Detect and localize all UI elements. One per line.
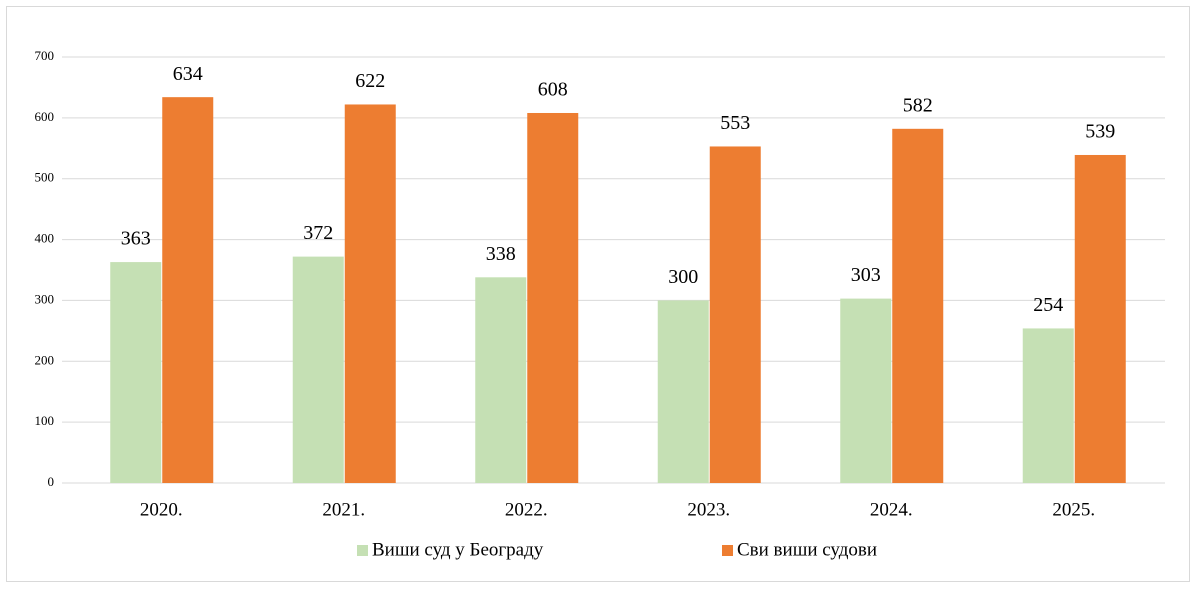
bar xyxy=(162,97,214,483)
y-tick-label: 300 xyxy=(35,291,55,306)
data-label: 372 xyxy=(303,222,333,244)
x-tick-label: 2022. xyxy=(505,499,548,520)
x-tick-label: 2024. xyxy=(870,499,913,520)
bar xyxy=(892,128,944,483)
bar xyxy=(292,256,344,483)
y-tick-label: 200 xyxy=(35,352,55,367)
y-tick-label: 100 xyxy=(35,413,55,428)
legend-swatch xyxy=(357,545,368,556)
bar xyxy=(1022,328,1074,483)
y-tick-label: 600 xyxy=(35,109,55,124)
legend-label: Виши суд у Београду xyxy=(372,539,544,560)
x-tick-label: 2025. xyxy=(1052,499,1095,520)
data-label: 300 xyxy=(668,266,698,288)
bar xyxy=(527,112,579,483)
x-tick-label: 2020. xyxy=(140,499,183,520)
bar xyxy=(475,277,527,483)
bar xyxy=(344,104,396,484)
bar xyxy=(1074,154,1126,484)
x-tick-label: 2023. xyxy=(687,499,730,520)
data-label: 582 xyxy=(903,94,933,116)
data-label: 608 xyxy=(538,79,568,101)
bar xyxy=(110,262,162,483)
y-tick-label: 400 xyxy=(35,231,55,246)
y-tick-label: 500 xyxy=(35,170,55,185)
data-label: 622 xyxy=(355,70,385,92)
data-label: 303 xyxy=(851,264,881,286)
bar xyxy=(709,146,761,483)
y-tick-label: 700 xyxy=(35,48,55,63)
bar xyxy=(840,298,892,483)
data-label: 539 xyxy=(1085,121,1115,143)
data-label: 363 xyxy=(121,228,151,250)
data-label: 254 xyxy=(1033,294,1063,316)
data-label: 634 xyxy=(173,63,203,85)
bar xyxy=(657,300,709,483)
data-label: 338 xyxy=(486,243,516,265)
legend-label: Сви виши судови xyxy=(737,539,877,560)
legend-swatch xyxy=(722,545,733,556)
x-tick-label: 2021. xyxy=(322,499,365,520)
y-tick-label: 0 xyxy=(48,474,55,489)
data-label: 553 xyxy=(720,112,750,134)
